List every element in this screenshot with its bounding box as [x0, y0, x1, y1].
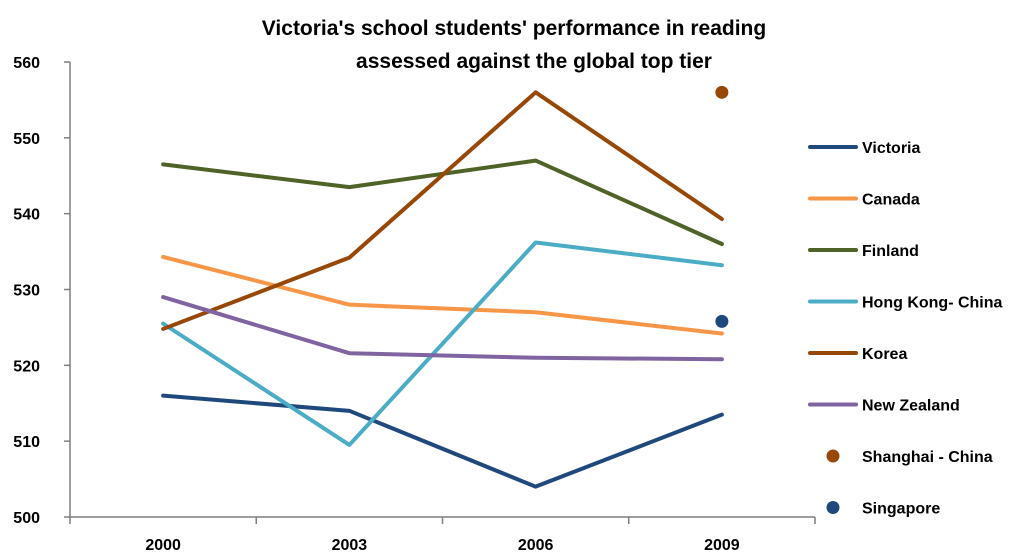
legend-item-hong-kong-china: Hong Kong- China — [808, 295, 1003, 312]
y-tick-label: 550 — [13, 131, 40, 148]
series-layer — [161, 85, 729, 489]
x-tick-label: 2000 — [145, 537, 181, 553]
legend-item-korea: Korea — [808, 346, 907, 363]
series-line-korea — [161, 90, 724, 331]
legend-item-singapore: Singapore — [826, 501, 940, 518]
chart-title-line-1: Victoria's school students' performance … — [262, 17, 766, 40]
y-tick-label: 500 — [13, 510, 40, 527]
y-tick-label: 520 — [13, 358, 40, 375]
legend-label: Victoria — [862, 140, 921, 157]
chart-legend: Victoria Canada Finland Hong Kong- China Kor… — [808, 140, 1003, 518]
data-point-singapore — [715, 314, 729, 328]
legend-label: Singapore — [862, 501, 940, 518]
legend-item-canada: Canada — [808, 192, 920, 209]
legend-item-new-zealand: New Zealand — [808, 398, 960, 415]
series-line-new-zealand — [161, 295, 724, 362]
legend-label: Canada — [862, 192, 920, 209]
y-tick-label: 540 — [13, 207, 40, 224]
chart-title-line-2: assessed against the global top tier — [356, 50, 712, 73]
series-line-hong-kong-china — [161, 240, 724, 447]
legend-label: New Zealand — [862, 398, 960, 415]
legend-label: Finland — [862, 243, 919, 260]
legend-label: Hong Kong- China — [862, 295, 1003, 312]
legend-item-shanghai-china: Shanghai - China — [826, 449, 993, 466]
chart-title: Victoria's school students' performance … — [262, 17, 766, 73]
y-tick-label: 510 — [13, 434, 40, 451]
legend-swatch-marker — [826, 449, 840, 463]
legend-item-victoria: Victoria — [808, 140, 921, 157]
series-line-victoria — [161, 393, 724, 489]
legend-swatch-marker — [826, 501, 840, 514]
data-point-shanghai-china — [715, 85, 729, 99]
chart-axes: 500 510 520 530 540 550 560 2000 2003 2006 2009 — [13, 55, 816, 553]
series-line-canada — [161, 254, 724, 336]
legend-label: Shanghai - China — [862, 449, 993, 466]
x-tick-label: 2003 — [332, 537, 368, 553]
legend-item-finland: Finland — [808, 243, 919, 260]
x-tick-label: 2006 — [518, 537, 554, 553]
y-tick-label: 560 — [13, 55, 40, 72]
legend-label: Korea — [862, 346, 907, 363]
y-tick-label: 530 — [13, 283, 40, 300]
x-tick-label: 2009 — [704, 537, 740, 553]
